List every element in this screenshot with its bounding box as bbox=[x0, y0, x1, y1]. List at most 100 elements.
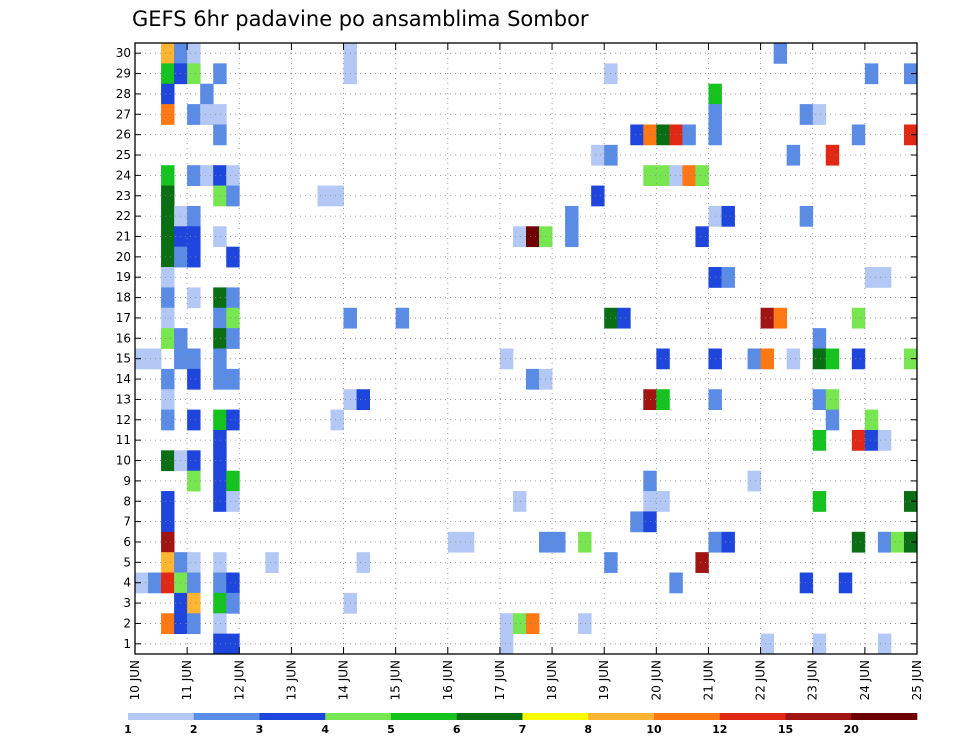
heatmap-cell bbox=[499, 633, 514, 655]
heatmap-cell bbox=[877, 531, 892, 553]
x-tick-label: 12 JUN bbox=[232, 660, 246, 700]
colorbar-swatch bbox=[259, 713, 326, 720]
heatmap-cell bbox=[148, 572, 162, 594]
y-tick-label: 1 bbox=[123, 637, 131, 651]
heatmap-cell bbox=[864, 63, 879, 85]
heatmap-cell bbox=[656, 124, 670, 146]
heatmap-cell bbox=[578, 531, 592, 553]
heatmap-cell bbox=[187, 409, 201, 431]
heatmap-cell bbox=[161, 491, 175, 512]
colorbar-label: 4 bbox=[321, 723, 329, 736]
heatmap-cell bbox=[200, 104, 214, 125]
heatmap-cell bbox=[565, 205, 579, 227]
heatmap-cell bbox=[747, 470, 761, 492]
heatmap-cell bbox=[460, 531, 475, 553]
y-tick-label: 2 bbox=[123, 616, 131, 630]
colorbar-label: 3 bbox=[256, 723, 264, 736]
y-tick-label: 5 bbox=[123, 555, 131, 569]
colorbar-label: 1 bbox=[124, 723, 132, 736]
heatmap-cell bbox=[695, 165, 709, 186]
heatmap-cell bbox=[200, 165, 214, 186]
heatmap-cell bbox=[721, 267, 735, 288]
heatmap-cell bbox=[187, 205, 201, 227]
colorbar-swatch bbox=[391, 713, 458, 720]
heatmap-cell bbox=[213, 552, 227, 573]
heatmap-cell bbox=[747, 348, 761, 370]
heatmap-cell bbox=[187, 287, 201, 309]
heatmap-cell bbox=[864, 429, 879, 451]
heatmap-cell bbox=[226, 491, 240, 512]
x-tick-label: 11 JUN bbox=[180, 660, 194, 700]
heatmap-cell bbox=[213, 63, 227, 85]
heatmap-cell bbox=[226, 287, 240, 309]
heatmap-cell bbox=[799, 572, 814, 594]
x-tick-label: 22 JUN bbox=[754, 660, 768, 700]
heatmap-cell bbox=[213, 491, 227, 512]
heatmap-cell bbox=[161, 205, 175, 227]
heatmap-cell bbox=[591, 185, 605, 207]
heatmap-cell bbox=[213, 470, 227, 492]
y-tick-label: 22 bbox=[116, 209, 131, 223]
colorbar-label: 8 bbox=[584, 723, 592, 736]
colorbar-swatch bbox=[785, 713, 852, 720]
heatmap-cell bbox=[825, 389, 840, 410]
heatmap-cell bbox=[213, 613, 227, 635]
heatmap-cell bbox=[330, 409, 344, 431]
heatmap-cell bbox=[578, 613, 592, 635]
heatmap-cell bbox=[161, 409, 175, 431]
heatmap-cell bbox=[226, 572, 240, 594]
heatmap-cell bbox=[161, 552, 175, 573]
y-tick-label: 6 bbox=[123, 535, 131, 549]
heatmap-cell bbox=[187, 572, 201, 594]
y-tick-label: 24 bbox=[116, 168, 131, 182]
heatmap-cell bbox=[695, 552, 709, 573]
y-tick-label: 3 bbox=[123, 596, 131, 610]
heatmap-cell bbox=[161, 63, 175, 85]
heatmap-cell bbox=[187, 43, 201, 64]
heatmap-cell bbox=[213, 592, 227, 614]
y-tick-label: 8 bbox=[123, 494, 131, 508]
heatmap-cell bbox=[213, 124, 227, 146]
heatmap-cell bbox=[512, 491, 527, 512]
heatmap-cell bbox=[864, 267, 879, 288]
heatmap-cell bbox=[395, 307, 410, 329]
heatmap-cell bbox=[161, 185, 175, 207]
heatmap-cell bbox=[213, 409, 227, 431]
heatmap-cell bbox=[161, 246, 175, 268]
x-tick-label: 16 JUN bbox=[441, 660, 455, 700]
heatmap-cell bbox=[161, 531, 175, 553]
heatmap-cell bbox=[630, 124, 644, 146]
heatmap-cell bbox=[760, 307, 775, 329]
heatmap-cell bbox=[161, 287, 175, 309]
heatmap-cell bbox=[669, 572, 683, 594]
heatmap-cell bbox=[656, 491, 670, 512]
colorbar-swatch bbox=[456, 713, 523, 720]
colorbar-swatch bbox=[522, 713, 589, 720]
y-tick-label: 10 bbox=[116, 454, 131, 468]
heatmap-cell bbox=[265, 552, 279, 573]
heatmap-cell bbox=[851, 348, 866, 370]
heatmap-cell bbox=[330, 185, 344, 207]
heatmap-cell bbox=[851, 429, 866, 451]
heatmap-cell bbox=[786, 348, 801, 370]
heatmap-cell bbox=[161, 368, 175, 390]
y-tick-label: 20 bbox=[116, 250, 131, 264]
heatmap-cell bbox=[226, 592, 240, 614]
heatmap-cell bbox=[161, 328, 175, 349]
heatmap-cell bbox=[526, 613, 540, 635]
heatmap-cell bbox=[630, 511, 644, 533]
y-tick-label: 7 bbox=[123, 515, 131, 529]
heatmap-cell bbox=[851, 307, 866, 329]
y-axis: 1234567891011121314151617181920212223242… bbox=[116, 46, 917, 651]
heatmap-cell bbox=[187, 613, 201, 635]
heatmap-cell bbox=[760, 633, 775, 655]
heatmap-cell bbox=[213, 633, 227, 655]
heatmap-cell bbox=[161, 450, 175, 472]
y-tick-label: 21 bbox=[116, 229, 131, 243]
heatmap-cell bbox=[499, 348, 514, 370]
colorbar-swatch bbox=[588, 713, 655, 720]
y-tick-label: 18 bbox=[116, 291, 131, 305]
heatmap-cell bbox=[812, 389, 827, 410]
heatmap-cell bbox=[187, 104, 201, 125]
